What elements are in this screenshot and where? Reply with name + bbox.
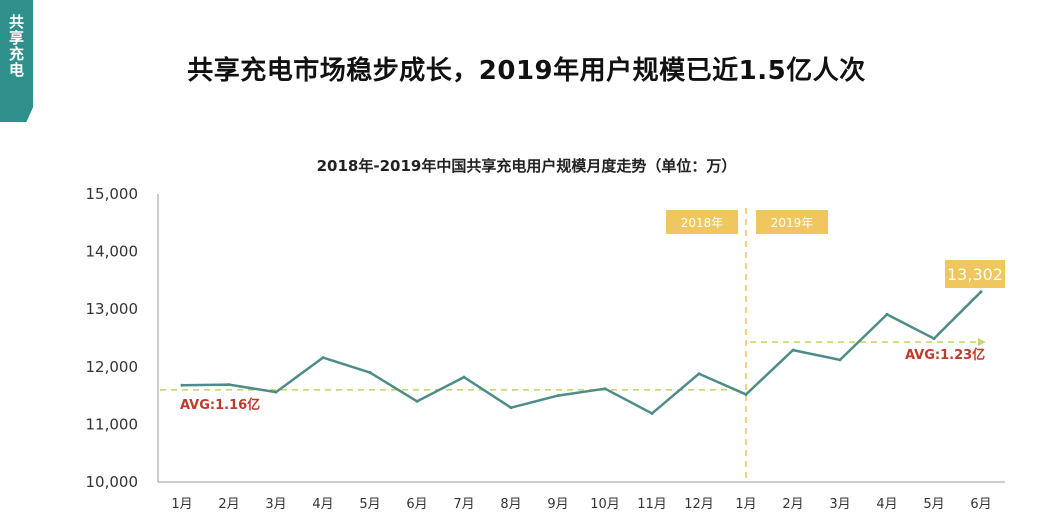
avg-arrow-2019 <box>978 338 986 347</box>
last-value-label: 13,302 <box>947 265 1003 284</box>
side-tab-label: 共享充电 <box>7 14 25 78</box>
data-point <box>274 390 278 394</box>
y-tick-label: 15,000 <box>86 185 139 203</box>
year-badge-2019 <box>756 210 828 234</box>
data-point <box>979 290 983 294</box>
data-point <box>650 411 654 415</box>
x-tick-label: 10月 <box>590 497 620 512</box>
y-tick-label: 12,000 <box>86 358 139 376</box>
x-tick-label: 5月 <box>359 497 380 512</box>
x-tick-label: 1月 <box>171 497 192 512</box>
data-point <box>744 392 748 396</box>
data-point <box>321 356 325 360</box>
chart-title: 2018年-2019年中国共享充电用户规模月度走势（单位：万） <box>316 157 737 175</box>
y-tick-label: 11,000 <box>86 415 139 433</box>
avg-label-2018: AVG:1.16亿 <box>180 397 260 413</box>
x-tick-label: 2月 <box>782 497 803 512</box>
data-point <box>791 348 795 352</box>
x-tick-label: 9月 <box>547 497 568 512</box>
x-tick-label: 6月 <box>406 497 427 512</box>
year-badge-2018 <box>666 210 738 234</box>
x-tick-label: 12月 <box>684 497 714 512</box>
series-line <box>181 290 982 415</box>
x-tick-label: 5月 <box>923 497 944 512</box>
year-badge-2019-label: 2019年 <box>771 216 814 230</box>
data-point <box>932 337 936 341</box>
data-point <box>462 375 466 379</box>
y-tick-label: 10,000 <box>86 473 139 491</box>
data-point <box>603 387 607 391</box>
data-point <box>697 372 701 376</box>
x-tick-label: 7月 <box>453 497 474 512</box>
data-point <box>227 383 231 387</box>
x-tick-label: 2月 <box>218 497 239 512</box>
x-tick-label: 11月 <box>637 497 667 512</box>
data-point <box>838 358 842 362</box>
data-point <box>368 371 372 375</box>
data-point <box>509 406 513 410</box>
avg-label-2019: AVG:1.23亿 <box>905 347 985 363</box>
last-value-badge <box>945 260 1005 288</box>
x-tick-label: 6月 <box>970 497 991 512</box>
data-point <box>885 312 889 316</box>
x-tick-label: 4月 <box>312 497 333 512</box>
x-tick-label: 3月 <box>265 497 286 512</box>
year-badge-2018-label: 2018年 <box>681 216 724 230</box>
data-point <box>180 383 184 387</box>
page-title: 共享充电市场稳步成长，2019年用户规模已近1.5亿人次 <box>187 56 866 86</box>
data-point <box>556 394 560 398</box>
x-tick-label: 3月 <box>829 497 850 512</box>
data-point <box>415 399 419 403</box>
x-tick-label: 1月 <box>735 497 756 512</box>
side-tab: 共享充电 <box>0 0 33 122</box>
x-tick-label: 4月 <box>876 497 897 512</box>
y-tick-label: 13,000 <box>86 300 139 318</box>
x-tick-label: 8月 <box>500 497 521 512</box>
y-tick-label: 14,000 <box>86 243 139 261</box>
